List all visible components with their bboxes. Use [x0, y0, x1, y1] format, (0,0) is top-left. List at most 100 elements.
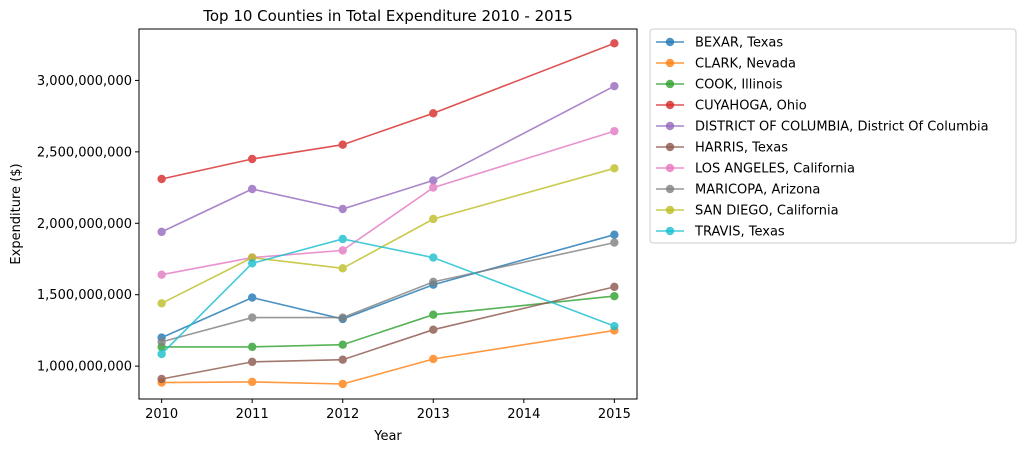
y-tick-label: 2,000,000,000 — [37, 217, 132, 232]
legend-item: COOK, Illinois — [656, 78, 783, 93]
data-point — [247, 154, 257, 164]
data-point — [610, 81, 619, 91]
series-path — [161, 241, 615, 343]
legend-item: HARRIS, Texas — [656, 141, 788, 156]
legend-marker — [665, 226, 675, 236]
data-point — [157, 270, 166, 279]
data-point — [338, 379, 347, 389]
legend-item: MARICOPA, Arizona — [656, 183, 820, 198]
x-tick-label: 2015 — [598, 407, 631, 422]
data-point — [157, 374, 166, 384]
data-point — [157, 349, 166, 359]
data-point — [610, 291, 619, 301]
legend-label: COOK, Illinois — [695, 78, 783, 93]
data-point — [429, 214, 438, 224]
data-point — [338, 204, 347, 214]
data-point — [429, 310, 438, 319]
data-point — [338, 234, 347, 244]
y-axis: 1,000,000,000 1,500,000,000 2,000,000,000 2… — [37, 74, 139, 375]
legend-label: BEXAR, Texas — [695, 36, 783, 51]
data-point — [247, 377, 257, 387]
legend-item: CUYAHOGA, Ohio — [656, 99, 807, 114]
data-point — [338, 355, 347, 364]
data-point — [338, 246, 347, 255]
data-point — [610, 282, 619, 292]
y-tick-label: 3,000,000,000 — [37, 74, 132, 89]
data-point — [338, 313, 347, 322]
data-point — [610, 126, 619, 136]
legend-item: LOS ANGELES, California — [656, 162, 855, 177]
y-tick-label: 1,500,000,000 — [37, 288, 132, 303]
legend-marker — [665, 79, 675, 89]
data-point — [247, 184, 257, 194]
data-point — [247, 259, 257, 268]
legend-marker — [665, 184, 675, 194]
data-point — [247, 313, 257, 322]
series-line — [157, 234, 619, 359]
data-point — [338, 340, 347, 349]
x-tick-label: 2014 — [507, 407, 540, 422]
x-tick-label: 2011 — [236, 407, 269, 422]
data-point — [338, 264, 347, 273]
data-point — [429, 109, 438, 118]
x-tick-label: 2013 — [417, 407, 450, 422]
series-line — [157, 326, 619, 389]
legend-marker — [665, 58, 675, 68]
legend-marker — [665, 142, 675, 152]
series-path — [161, 42, 615, 180]
legend-label: TRAVIS, Texas — [694, 225, 785, 240]
legend-label: DISTRICT OF COLUMBIA, District Of Columb… — [695, 120, 989, 135]
data-point — [610, 39, 619, 48]
legend-item: SAN DIEGO, California — [656, 204, 839, 219]
plot-area — [157, 39, 619, 389]
legend-marker — [665, 121, 675, 131]
legend-label: CLARK, Nevada — [695, 57, 796, 72]
plot-frame — [138, 28, 638, 400]
series-line — [157, 164, 619, 308]
legend-item: BEXAR, Texas — [656, 36, 783, 51]
data-point — [157, 227, 166, 237]
legend-marker — [665, 100, 675, 110]
legend-item: CLARK, Nevada — [656, 57, 796, 72]
data-point — [429, 354, 438, 364]
data-point — [610, 164, 619, 173]
data-point — [338, 140, 347, 149]
x-tick-label: 2012 — [326, 407, 359, 422]
data-point — [157, 337, 166, 347]
x-tick-label: 2010 — [145, 407, 178, 422]
legend-label: MARICOPA, Arizona — [695, 183, 820, 198]
legend-label: SAN DIEGO, California — [695, 204, 839, 219]
x-axis: 2010 2011 2012 2013 2014 2015 — [145, 399, 631, 422]
legend-item: DISTRICT OF COLUMBIA, District Of Columb… — [656, 120, 989, 135]
legend-label: HARRIS, Texas — [695, 141, 788, 156]
series-line — [157, 238, 619, 347]
x-axis-label: Year — [373, 429, 402, 444]
data-point — [247, 293, 257, 302]
data-point — [429, 325, 438, 334]
legend-marker — [665, 163, 675, 173]
series-line — [157, 39, 619, 184]
legend-label: LOS ANGELES, California — [695, 162, 855, 177]
series-line — [157, 282, 619, 384]
data-point — [157, 299, 166, 308]
series-path — [161, 167, 615, 305]
data-point — [429, 253, 438, 262]
series-line — [157, 81, 619, 237]
series-line — [157, 291, 619, 352]
series-path — [161, 329, 615, 385]
legend: BEXAR, Texas CLARK, Nevada COOK, Illinois C… — [649, 28, 1017, 244]
legend-items: BEXAR, Texas CLARK, Nevada COOK, Illinois C… — [656, 36, 989, 240]
legend-marker — [665, 37, 675, 47]
data-point — [429, 183, 438, 192]
y-tick-label: 2,500,000,000 — [37, 145, 132, 160]
data-point — [429, 277, 438, 287]
data-point — [157, 174, 166, 184]
legend-item: TRAVIS, Texas — [656, 225, 785, 240]
data-point — [610, 321, 619, 331]
y-axis-label: Expenditure ($) — [9, 163, 24, 264]
legend-frame — [649, 28, 1017, 244]
series-path — [161, 85, 615, 233]
legend-marker — [665, 205, 675, 215]
data-point — [429, 176, 438, 185]
